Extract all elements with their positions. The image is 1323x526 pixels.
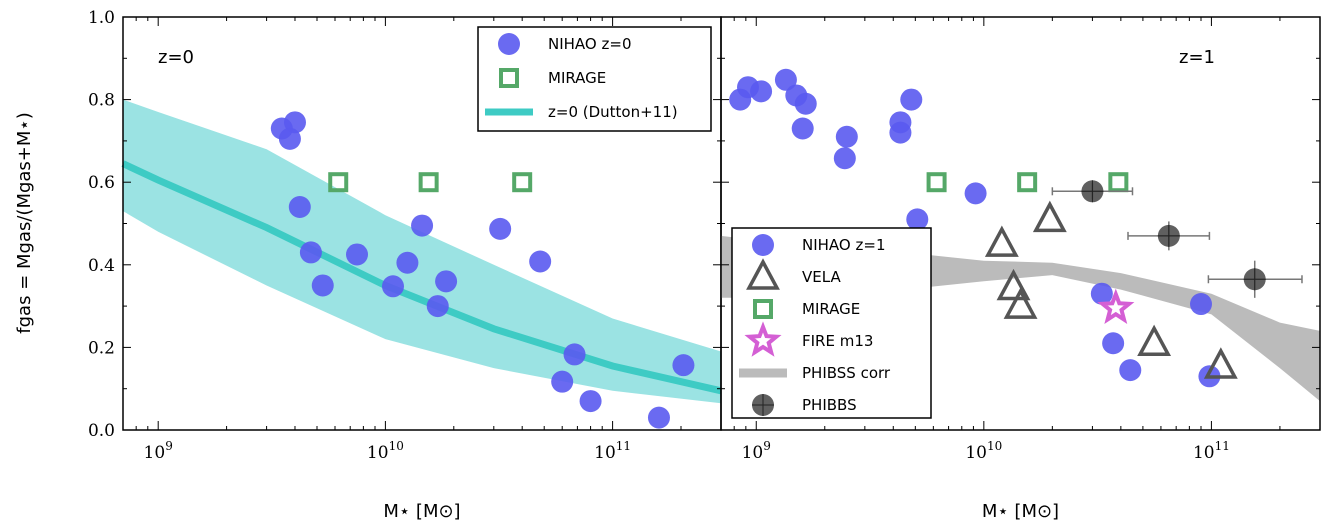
legend-label-phibss-corr: PHIBSS corr	[802, 364, 891, 382]
legend-label-mirage: MIRAGE	[548, 69, 606, 87]
nihao-z-1-point	[906, 208, 929, 231]
nihao-z-1-point	[794, 92, 817, 115]
nihao-z-0-point	[426, 295, 449, 318]
y-tick-label: 0.2	[88, 338, 115, 358]
nihao-z-1-point	[791, 117, 814, 140]
nihao-z-0-point	[396, 251, 419, 274]
mirage-point	[926, 172, 947, 193]
panel-label: z=0	[158, 47, 194, 68]
legend-marker-mirage	[753, 299, 773, 319]
legend-marker-nihao-z-1	[752, 234, 774, 256]
nihao-z-0-point	[647, 406, 670, 429]
legend-marker-mirage	[499, 68, 519, 88]
nihao-z-0-point	[529, 250, 552, 273]
mirage-point	[328, 172, 349, 193]
nihao-z-1-point	[1190, 293, 1213, 316]
nihao-z-1-point	[900, 88, 923, 111]
vela-point	[1203, 347, 1238, 379]
nihao-z-0-point	[551, 370, 574, 393]
nihao-z-0-point	[411, 214, 434, 237]
y-axis-label: fgas = Mgas/(Mgas+M⋆)	[14, 112, 35, 333]
x-tick-label: 109	[742, 439, 771, 463]
nihao-z-1-point	[964, 182, 987, 205]
nihao-z-0-point	[563, 343, 586, 366]
y-tick-label: 0.4	[88, 256, 115, 276]
nihao-z-0-point	[278, 127, 301, 150]
vela-point	[1032, 200, 1067, 233]
nihao-z-1-point	[835, 125, 858, 148]
nihao-z-1-point	[833, 147, 856, 170]
nihao-z-0-point	[672, 354, 695, 377]
axes-labels: fgas = Mgas/(Mgas+M⋆)	[14, 112, 35, 333]
x-axis-label: M⋆ [M⊙]	[383, 501, 460, 522]
legend-marker-nihao-z-0	[498, 33, 520, 55]
legend-label-mirage: MIRAGE	[802, 300, 860, 318]
nihao-z-0-point	[579, 390, 602, 413]
nihao-z-0-point	[311, 274, 334, 297]
nihao-z-0-point	[346, 243, 369, 266]
nihao-z-1-point	[774, 68, 797, 91]
fire-m13-point	[1097, 288, 1135, 324]
x-axis-label: M⋆ [M⊙]	[982, 501, 1059, 522]
legend-label-vela: VELA	[802, 268, 841, 286]
nihao-z-1-point	[750, 80, 773, 103]
nihao-z-0-point	[435, 270, 458, 293]
vela-point	[1003, 287, 1038, 319]
nihao-z-1-point	[1102, 332, 1125, 355]
x-tick-label: 1010	[965, 439, 1002, 463]
legend-label-fire-m13: FIRE m13	[802, 332, 873, 350]
legend-label-nihao-z-0: NIHAO z=0	[548, 35, 631, 53]
mirage-point	[512, 172, 533, 193]
panel-z1: 109 1010 1011 z=1 M⋆ [M⊙] NIHAO z=1 VELA MIRAGE…	[720, 16, 1321, 522]
legend-label-z-0-dutton-11-: z=0 (Dutton+11)	[548, 103, 678, 121]
x-tick-label: 1011	[594, 439, 631, 463]
mirage-point	[418, 172, 439, 193]
x-tick-label: 1011	[1193, 439, 1230, 463]
panel-label: z=1	[1179, 47, 1215, 68]
panel-z0: 0.0 0.2 0.4 0.6 0.8 1.0 109 1010 1011 z=0 M⋆ [M⊙] N…	[88, 8, 722, 522]
vela-point	[984, 225, 1019, 257]
legend-marker-vela	[746, 258, 780, 290]
nihao-z-1-point	[1119, 359, 1142, 382]
nihao-z-0-point	[299, 241, 322, 264]
legend-box	[731, 227, 932, 419]
nihao-z-0-point	[288, 195, 311, 218]
y-tick-label: 0.6	[88, 173, 115, 193]
vela-point	[996, 268, 1031, 301]
nihao-z-0-point	[283, 111, 306, 134]
nihao-z-0-point	[381, 275, 404, 298]
y-tick-label: 0.0	[88, 421, 115, 441]
nihao-z-1-point	[1090, 282, 1113, 305]
legend-label-phibbs: PHIBBS	[802, 396, 857, 414]
dutton-band	[123, 99, 721, 404]
mirage-point	[1108, 172, 1129, 193]
legend-marker-fire-m13	[744, 321, 782, 357]
x-tick-label: 1010	[367, 439, 404, 463]
nihao-z-1-point	[889, 121, 912, 144]
y-tick-label: 0.8	[88, 91, 115, 111]
nihao-z-0-point	[489, 217, 512, 240]
legend-label-nihao-z-1: NIHAO z=1	[802, 236, 885, 254]
y-tick-label: 1.0	[88, 8, 115, 28]
x-tick-label: 109	[144, 439, 173, 463]
mirage-point	[1017, 172, 1038, 193]
vela-point	[1137, 324, 1172, 357]
